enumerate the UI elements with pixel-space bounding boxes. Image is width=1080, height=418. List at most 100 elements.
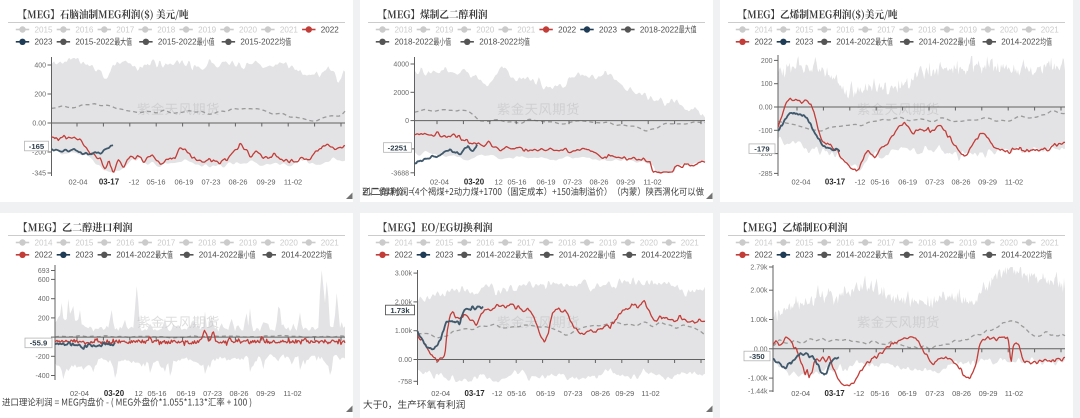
svg-text:05-16: 05-16 [147,178,166,187]
svg-text:09-29: 09-29 [978,178,997,187]
svg-text:-165: -165 [29,142,45,151]
svg-text:2019: 2019 [599,238,618,247]
svg-text:200: 200 [34,92,46,99]
svg-text:2019: 2019 [959,25,978,34]
svg-text:11-02: 11-02 [641,389,659,398]
svg-text:2014-2022: 2014-2022 [559,251,598,260]
svg-text:03-17: 03-17 [465,389,486,398]
svg-text:2016: 2016 [836,238,855,247]
svg-text:1.73k: 1.73k [390,306,410,315]
svg-text:2018: 2018 [395,25,414,34]
svg-text:06-19: 06-19 [536,389,555,398]
svg-text:11-02: 11-02 [1005,389,1023,398]
svg-text:2015-2022: 2015-2022 [158,38,197,47]
svg-text:-350: -350 [749,352,764,361]
svg-text:2014-2022: 2014-2022 [641,251,680,260]
svg-text:2018-2022: 2018-2022 [395,38,434,47]
svg-text:2016: 2016 [75,25,94,34]
svg-text:100: 100 [761,81,773,88]
svg-text:2020: 2020 [1000,238,1019,247]
svg-text:07-23: 07-23 [203,389,222,398]
svg-text:2016: 2016 [476,238,495,247]
svg-text:2000: 2000 [393,90,409,97]
svg-text:0: 0 [405,118,409,125]
svg-text:2023: 2023 [35,38,54,47]
svg-text:3.00k: 3.00k [395,271,413,278]
svg-text:2017: 2017 [116,25,135,34]
svg-text:2021: 2021 [280,25,299,34]
svg-text:2021: 2021 [681,238,700,247]
svg-text:08-26: 08-26 [229,178,248,187]
svg-text:2015: 2015 [35,25,54,34]
svg-text:05-16: 05-16 [508,178,527,187]
svg-text:2022: 2022 [35,251,54,260]
svg-text:-100: -100 [758,128,772,135]
svg-text:2022: 2022 [395,251,414,260]
svg-text:2022: 2022 [755,38,774,47]
svg-text:-345: -345 [32,171,46,178]
svg-text:06-19: 06-19 [537,178,556,187]
svg-text:2014-2022: 2014-2022 [1001,251,1040,260]
svg-text:2018: 2018 [558,238,577,247]
svg-text:2019: 2019 [435,25,454,34]
svg-text:2015: 2015 [795,25,814,34]
svg-text:08-26: 08-26 [591,389,610,398]
svg-text:2023: 2023 [795,251,814,260]
svg-text:03-17: 03-17 [825,389,846,398]
svg-text:02-04: 02-04 [430,178,449,187]
svg-text:03-20: 03-20 [464,178,485,187]
svg-text:-179: -179 [754,145,769,154]
svg-text:2015-2022: 2015-2022 [240,38,279,47]
svg-text:2014-2022: 2014-2022 [199,251,238,260]
svg-text:-2251: -2251 [388,143,408,152]
svg-text:2014-2022: 2014-2022 [919,251,958,260]
svg-text:-12: -12 [129,178,140,187]
svg-text:2021: 2021 [321,238,340,247]
svg-text:07-23: 07-23 [202,178,221,187]
svg-text:02-04: 02-04 [69,178,88,187]
svg-text:2019: 2019 [239,238,258,247]
svg-text:07-23: 07-23 [564,389,583,398]
svg-text:03-20: 03-20 [104,389,125,398]
svg-text:1.00k: 1.00k [750,317,768,324]
svg-text:2020: 2020 [1000,25,1019,34]
svg-text:693: 693 [38,268,50,275]
svg-text:2.00k: 2.00k [750,288,768,295]
svg-text:2017: 2017 [877,238,896,247]
svg-text:-3688: -3688 [391,170,409,177]
svg-text:07-23: 07-23 [563,178,582,187]
svg-text:2015-2022: 2015-2022 [75,38,114,47]
svg-text:09-29: 09-29 [979,389,998,398]
svg-text:2014: 2014 [755,238,774,247]
svg-text:400: 400 [34,63,46,70]
svg-text:-200: -200 [32,150,46,157]
svg-text:11-02: 11-02 [284,178,302,187]
svg-text:05-16: 05-16 [507,389,526,398]
svg-text:2015: 2015 [75,238,94,247]
svg-text:2022: 2022 [558,25,577,34]
svg-text:05-16: 05-16 [148,389,167,398]
svg-text:2018: 2018 [918,238,937,247]
svg-text:-400: -400 [35,373,49,380]
svg-text:02-04: 02-04 [431,389,450,398]
svg-text:2023: 2023 [75,251,94,260]
svg-text:2023: 2023 [795,38,814,47]
svg-text:02-04: 02-04 [791,389,810,398]
svg-text:0.00: 0.00 [754,346,768,353]
svg-text:2014-2022: 2014-2022 [476,251,515,260]
svg-text:11-02: 11-02 [283,389,301,398]
svg-text:2019: 2019 [198,25,217,34]
svg-text:2015: 2015 [795,238,814,247]
svg-text:08-26: 08-26 [230,389,249,398]
svg-text:2.79k: 2.79k [750,265,768,272]
svg-text:2014: 2014 [395,238,414,247]
svg-text:2017: 2017 [157,238,176,247]
svg-text:2022: 2022 [755,251,774,260]
svg-text:08-26: 08-26 [952,389,971,398]
svg-text:-1.00k: -1.00k [748,376,768,383]
svg-text:0.00: 0.00 [759,105,773,112]
svg-text:2014: 2014 [35,238,54,247]
svg-text:2020: 2020 [239,25,258,34]
svg-text:06-19: 06-19 [177,389,196,398]
svg-text:600: 600 [38,277,50,284]
